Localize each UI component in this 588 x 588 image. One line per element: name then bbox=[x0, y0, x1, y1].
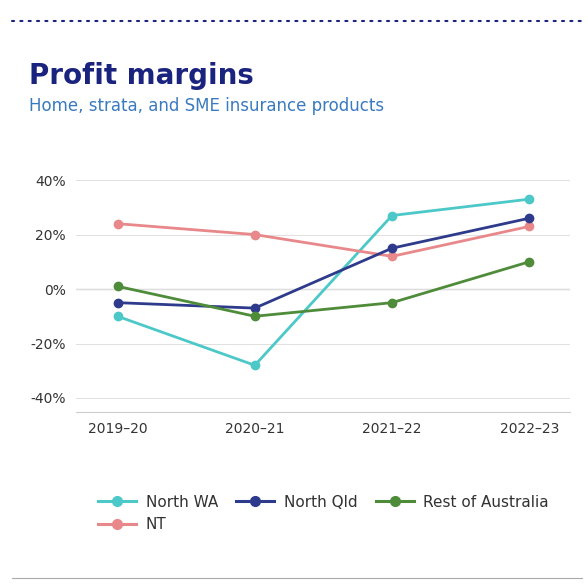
North WA bbox=[526, 196, 533, 203]
NT bbox=[526, 223, 533, 230]
Line: NT: NT bbox=[113, 219, 533, 260]
NT bbox=[251, 231, 258, 238]
Text: Profit margins: Profit margins bbox=[29, 62, 254, 90]
Rest of Australia bbox=[389, 299, 396, 306]
Line: North WA: North WA bbox=[113, 195, 533, 369]
North Qld bbox=[114, 299, 121, 306]
Rest of Australia bbox=[251, 313, 258, 320]
North WA bbox=[251, 362, 258, 369]
North Qld bbox=[389, 245, 396, 252]
Legend: North WA, NT, North Qld, Rest of Australia: North WA, NT, North Qld, Rest of Austral… bbox=[92, 489, 554, 539]
NT bbox=[389, 253, 396, 260]
Line: North Qld: North Qld bbox=[113, 214, 533, 312]
Text: Home, strata, and SME insurance products: Home, strata, and SME insurance products bbox=[29, 97, 385, 115]
Rest of Australia bbox=[114, 283, 121, 290]
North Qld bbox=[526, 215, 533, 222]
Line: Rest of Australia: Rest of Australia bbox=[113, 258, 533, 320]
Rest of Australia bbox=[526, 258, 533, 265]
North WA bbox=[114, 313, 121, 320]
North WA bbox=[389, 212, 396, 219]
NT bbox=[114, 220, 121, 227]
North Qld bbox=[251, 305, 258, 312]
